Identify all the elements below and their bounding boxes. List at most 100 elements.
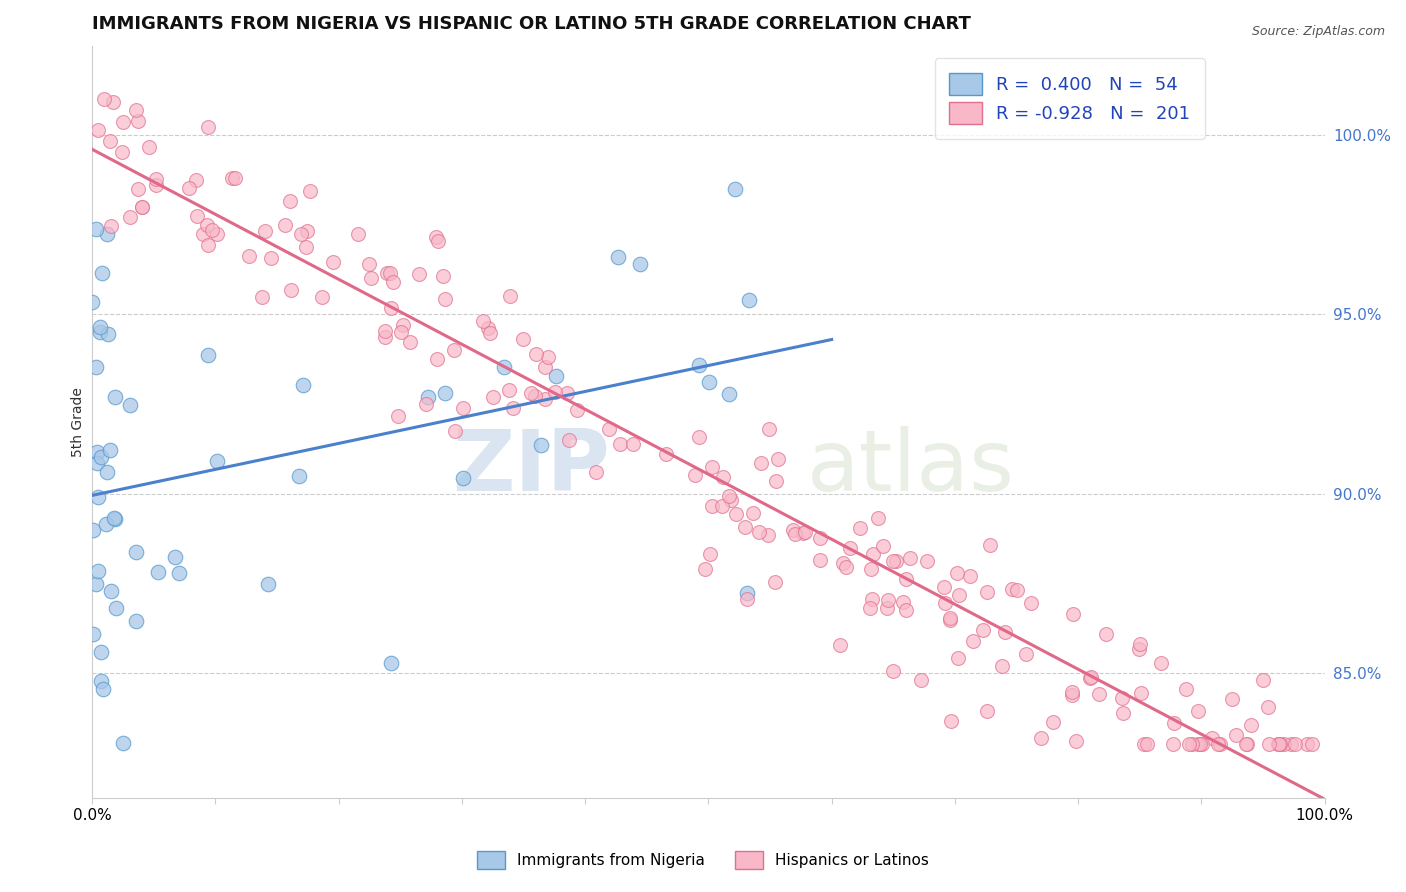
- Point: [685, 467, 707, 482]
- Point: [201, 223, 224, 237]
- Point: [1163, 737, 1185, 751]
- Point: [1111, 706, 1133, 720]
- Point: [387, 409, 409, 423]
- Point: [717, 489, 740, 503]
- Point: [389, 325, 412, 339]
- Point: [444, 424, 467, 438]
- Point: [628, 257, 651, 271]
- Point: [97, 326, 120, 341]
- Point: [1284, 737, 1306, 751]
- Point: [1220, 692, 1243, 706]
- Point: [609, 436, 631, 450]
- Point: [104, 600, 127, 615]
- Text: Source: ZipAtlas.com: Source: ZipAtlas.com: [1251, 25, 1385, 38]
- Text: ZIP: ZIP: [453, 425, 610, 508]
- Point: [184, 173, 207, 187]
- Point: [1001, 582, 1024, 597]
- Point: [959, 568, 981, 582]
- Point: [990, 659, 1012, 673]
- Point: [163, 549, 186, 564]
- Point: [872, 539, 894, 553]
- Point: [565, 403, 588, 417]
- Point: [492, 359, 515, 374]
- Point: [749, 456, 772, 470]
- Point: [86, 564, 108, 578]
- Point: [876, 592, 898, 607]
- Point: [882, 665, 904, 679]
- Point: [1095, 627, 1118, 641]
- Point: [100, 584, 122, 599]
- Point: [524, 347, 547, 361]
- Point: [197, 237, 219, 252]
- Point: [738, 293, 761, 307]
- Point: [360, 271, 382, 285]
- Point: [979, 538, 1001, 552]
- Point: [207, 227, 229, 241]
- Point: [299, 184, 322, 198]
- Point: [86, 359, 108, 374]
- Point: [82, 627, 104, 641]
- Point: [783, 527, 806, 541]
- Text: atlas: atlas: [807, 425, 1015, 508]
- Point: [482, 391, 505, 405]
- Point: [808, 531, 831, 545]
- Point: [84, 576, 107, 591]
- Point: [290, 227, 312, 241]
- Point: [688, 430, 710, 444]
- Point: [1272, 737, 1295, 751]
- Point: [1188, 737, 1211, 751]
- Point: [274, 218, 297, 232]
- Point: [747, 525, 769, 540]
- Point: [758, 528, 780, 542]
- Y-axis label: 5th Grade: 5th Grade: [72, 387, 86, 457]
- Point: [131, 200, 153, 214]
- Point: [558, 433, 581, 447]
- Point: [1301, 737, 1323, 751]
- Point: [1191, 737, 1213, 751]
- Point: [416, 390, 439, 404]
- Point: [98, 443, 121, 458]
- Point: [287, 468, 309, 483]
- Point: [621, 437, 644, 451]
- Point: [884, 554, 907, 568]
- Point: [87, 123, 110, 137]
- Point: [1268, 737, 1291, 751]
- Point: [1236, 737, 1258, 751]
- Point: [976, 585, 998, 599]
- Point: [793, 524, 815, 539]
- Point: [377, 266, 399, 280]
- Point: [735, 591, 758, 606]
- Point: [718, 386, 741, 401]
- Point: [862, 547, 884, 561]
- Point: [221, 171, 243, 186]
- Point: [177, 181, 200, 195]
- Point: [502, 401, 524, 415]
- Point: [1251, 673, 1274, 687]
- Point: [374, 324, 396, 338]
- Point: [1267, 737, 1289, 751]
- Point: [415, 397, 437, 411]
- Point: [876, 600, 898, 615]
- Point: [946, 566, 969, 580]
- Point: [1296, 737, 1319, 751]
- Point: [537, 350, 560, 364]
- Point: [260, 251, 283, 265]
- Point: [655, 447, 678, 461]
- Point: [939, 613, 962, 627]
- Point: [946, 650, 969, 665]
- Point: [90, 673, 112, 688]
- Point: [534, 392, 557, 406]
- Point: [131, 200, 153, 214]
- Point: [859, 600, 882, 615]
- Point: [735, 586, 758, 600]
- Point: [322, 255, 344, 269]
- Point: [697, 375, 720, 389]
- Point: [1178, 737, 1201, 751]
- Point: [103, 510, 125, 524]
- Point: [253, 224, 276, 238]
- Point: [427, 235, 450, 249]
- Point: [292, 377, 315, 392]
- Point: [391, 318, 413, 332]
- Point: [1267, 737, 1289, 751]
- Point: [606, 251, 628, 265]
